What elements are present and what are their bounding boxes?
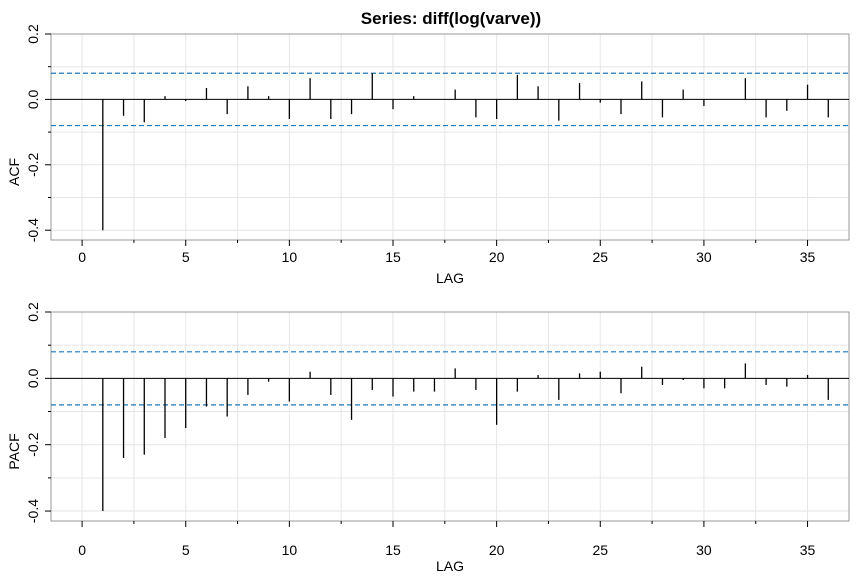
- x-axis-label: LAG: [436, 270, 464, 286]
- spikes: [102, 363, 829, 512]
- x-tick-label: 35: [800, 542, 816, 558]
- acf-panel: 0 5 10 15 20 25 30 35 LAG -0.4 -0.2 0.0 0.2 ACF: [6, 24, 850, 286]
- y-tick-label: 0.2: [25, 24, 41, 44]
- x-tick-label: 10: [282, 542, 298, 558]
- grid-lines: [51, 33, 849, 240]
- x-axis-label: LAG: [436, 558, 464, 574]
- x-tick-label: 0: [78, 249, 86, 265]
- x-tick-label: 25: [592, 249, 608, 265]
- x-axis: 0 5 10 15 20 25 30 35 LAG: [78, 240, 816, 286]
- x-tick-label: 20: [489, 249, 505, 265]
- y-axis-label: PACF: [6, 433, 22, 469]
- x-tick-label: 30: [696, 542, 712, 558]
- y-tick-label: 0.0: [25, 368, 41, 388]
- y-tick-label: -0.2: [25, 432, 41, 456]
- x-axis: 0 5 10 15 20 25 30 35 LAG: [78, 521, 816, 574]
- x-tick-label: 10: [282, 249, 298, 265]
- x-tick-label: 5: [182, 249, 190, 265]
- y-axis-label: ACF: [6, 158, 22, 186]
- y-tick-label: -0.2: [25, 153, 41, 177]
- x-tick-label: 15: [385, 542, 401, 558]
- x-tick-label: 15: [385, 249, 401, 265]
- y-tick-label: 0.2: [25, 302, 41, 322]
- y-tick-label: 0.0: [25, 89, 41, 109]
- y-tick-label: -0.4: [25, 218, 41, 242]
- y-axis: -0.4 -0.2 0.0 0.2 PACF: [6, 302, 51, 523]
- x-tick-label: 0: [78, 542, 86, 558]
- x-tick-label: 20: [489, 542, 505, 558]
- plot-border: [50, 311, 850, 522]
- y-tick-label: -0.4: [25, 499, 41, 523]
- y-axis: -0.4 -0.2 0.0 0.2 ACF: [6, 24, 51, 242]
- x-tick-label: 25: [592, 542, 608, 558]
- x-tick-label: 5: [182, 542, 190, 558]
- grid-lines: [51, 311, 849, 521]
- spikes: [102, 73, 829, 231]
- pacf-panel: 0 5 10 15 20 25 30 35 LAG -0.4 -0.2 0.0 0.2 PACF: [6, 302, 850, 574]
- plot-border: [50, 33, 850, 241]
- x-tick-label: 35: [800, 249, 816, 265]
- chart-title: Series: diff(log(varve)): [361, 9, 541, 28]
- x-tick-label: 30: [696, 249, 712, 265]
